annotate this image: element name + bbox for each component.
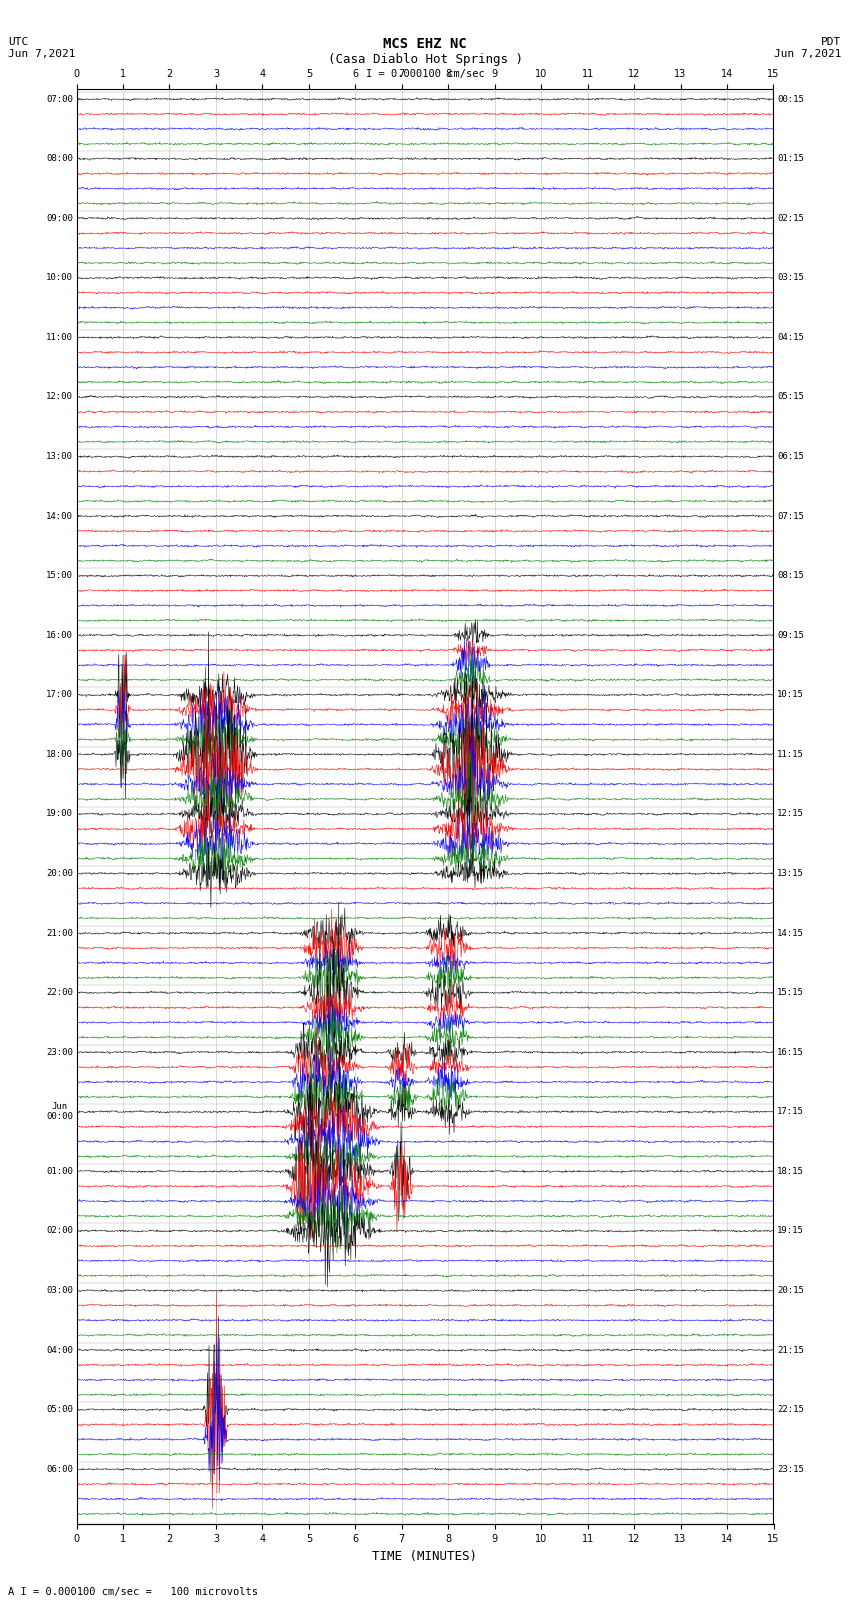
Text: 09:00: 09:00 (46, 215, 73, 223)
Text: 06:15: 06:15 (777, 452, 804, 461)
Text: 03:00: 03:00 (46, 1286, 73, 1295)
Text: 07:00: 07:00 (46, 95, 73, 103)
Text: 13:15: 13:15 (777, 869, 804, 877)
Text: PDT
Jun 7,2021: PDT Jun 7,2021 (774, 37, 842, 58)
Text: 14:00: 14:00 (46, 511, 73, 521)
Text: 14:15: 14:15 (777, 929, 804, 937)
Text: 22:15: 22:15 (777, 1405, 804, 1415)
Text: 07:15: 07:15 (777, 511, 804, 521)
Text: 21:15: 21:15 (777, 1345, 804, 1355)
Text: Jun
00:00: Jun 00:00 (46, 1102, 73, 1121)
Text: 20:15: 20:15 (777, 1286, 804, 1295)
Text: 13:00: 13:00 (46, 452, 73, 461)
Text: 08:00: 08:00 (46, 155, 73, 163)
Text: 11:15: 11:15 (777, 750, 804, 758)
Text: 23:00: 23:00 (46, 1048, 73, 1057)
Text: 23:15: 23:15 (777, 1465, 804, 1474)
Text: 15:00: 15:00 (46, 571, 73, 581)
Text: 11:00: 11:00 (46, 332, 73, 342)
Text: 02:15: 02:15 (777, 215, 804, 223)
Text: 08:15: 08:15 (777, 571, 804, 581)
Text: 01:15: 01:15 (777, 155, 804, 163)
Text: 18:00: 18:00 (46, 750, 73, 758)
Text: 15:15: 15:15 (777, 989, 804, 997)
Text: (Casa Diablo Hot Springs ): (Casa Diablo Hot Springs ) (327, 53, 523, 66)
Text: 12:15: 12:15 (777, 810, 804, 818)
Text: 17:15: 17:15 (777, 1107, 804, 1116)
Text: 06:00: 06:00 (46, 1465, 73, 1474)
Text: 01:00: 01:00 (46, 1166, 73, 1176)
Text: 19:00: 19:00 (46, 810, 73, 818)
Text: 12:00: 12:00 (46, 392, 73, 402)
Text: 05:15: 05:15 (777, 392, 804, 402)
Text: 10:15: 10:15 (777, 690, 804, 700)
Text: 22:00: 22:00 (46, 989, 73, 997)
Text: A I = 0.000100 cm/sec =   100 microvolts: A I = 0.000100 cm/sec = 100 microvolts (8, 1587, 258, 1597)
Text: MCS EHZ NC: MCS EHZ NC (383, 37, 467, 52)
Text: UTC
Jun 7,2021: UTC Jun 7,2021 (8, 37, 76, 58)
Text: 09:15: 09:15 (777, 631, 804, 640)
Text: I = 0.000100 cm/sec: I = 0.000100 cm/sec (366, 69, 484, 79)
Text: 17:00: 17:00 (46, 690, 73, 700)
Text: 18:15: 18:15 (777, 1166, 804, 1176)
X-axis label: TIME (MINUTES): TIME (MINUTES) (372, 1550, 478, 1563)
Text: 20:00: 20:00 (46, 869, 73, 877)
Text: 10:00: 10:00 (46, 273, 73, 282)
Text: 19:15: 19:15 (777, 1226, 804, 1236)
Text: 16:00: 16:00 (46, 631, 73, 640)
Text: 04:00: 04:00 (46, 1345, 73, 1355)
Text: 02:00: 02:00 (46, 1226, 73, 1236)
Text: 21:00: 21:00 (46, 929, 73, 937)
Text: 16:15: 16:15 (777, 1048, 804, 1057)
Text: 00:15: 00:15 (777, 95, 804, 103)
Text: 05:00: 05:00 (46, 1405, 73, 1415)
Text: 03:15: 03:15 (777, 273, 804, 282)
Text: 04:15: 04:15 (777, 332, 804, 342)
